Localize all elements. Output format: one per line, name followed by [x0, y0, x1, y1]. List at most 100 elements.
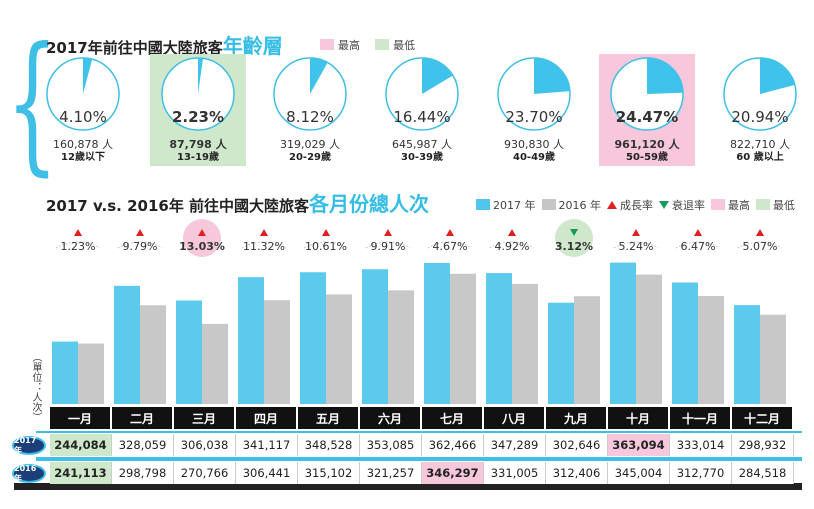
bar-2016 [78, 343, 104, 404]
age-pie [273, 57, 347, 131]
bar-2016 [512, 283, 538, 404]
bar-2017 [734, 305, 760, 404]
growth-triangle-icon [756, 229, 764, 236]
growth-arc [55, 241, 101, 249]
age-group-label: 12歲以下 [61, 152, 105, 163]
legend-label: 最高 [728, 198, 750, 212]
bar-2017 [362, 269, 388, 404]
monthly-title-prefix: 2017 v.s. 2016年 前往中國大陸旅客 [46, 197, 310, 215]
table-cell: 333,014 [670, 434, 732, 456]
month-header: 七月 [422, 407, 484, 429]
growth-triangle-icon [508, 229, 516, 236]
legend-label: 最低 [773, 198, 795, 212]
table-cell: 353,085 [360, 434, 422, 456]
month-header: 八月 [484, 407, 546, 429]
legend-low-swatch [375, 39, 390, 50]
age-count: 87,798 人 [169, 138, 227, 151]
growth-arc [365, 241, 411, 249]
table-cell: 347,289 [484, 434, 546, 456]
bar-2016 [574, 296, 600, 404]
age-group-label: 60 歲以上 [736, 152, 784, 163]
legend-swatch [711, 199, 725, 210]
bar-2017 [424, 262, 450, 404]
table-cell: 302,646 [546, 434, 608, 456]
age-percent: 8.12% [286, 108, 334, 126]
age-percent: 2.23% [171, 108, 225, 126]
pie-slice [198, 58, 204, 94]
growth-triangle-icon [384, 229, 392, 236]
growth-rate-label: 4.67% [433, 240, 468, 253]
age-percent: 23.70% [505, 108, 563, 126]
age-group-label: 20-29歲 [289, 152, 331, 163]
age-count: 319,029 人 [280, 138, 340, 151]
month-header: 十一月 [670, 407, 732, 429]
bar-2016 [450, 273, 476, 404]
table-cell: 306,441 [236, 462, 298, 484]
age-percent: 24.47% [615, 108, 679, 126]
growth-rate-label: 10.61% [305, 240, 347, 253]
monthly-legend: 2017 年 2016 年 成長率 衰退率 最高 最低 [476, 194, 801, 213]
growth-highlight-high [183, 219, 221, 257]
bar-2017 [176, 300, 202, 404]
month-header: 一月 [50, 407, 112, 429]
table-cell: 331,005 [484, 462, 546, 484]
growth-arc [737, 241, 783, 249]
month-header: 五月 [298, 407, 360, 429]
bar-2016 [760, 314, 786, 404]
bar-2016 [140, 305, 166, 404]
age-count: 645,987 人 [392, 138, 452, 151]
growth-rate-label: 13.03% [179, 240, 225, 253]
growth-arc [303, 241, 349, 249]
decline-triangle-icon [570, 229, 578, 236]
month-header: 三月 [174, 407, 236, 429]
age-group-label: 50-59歲 [626, 152, 668, 163]
row-separator [36, 431, 802, 433]
growth-triangle-icon [74, 229, 82, 236]
age-percent: 4.10% [59, 108, 107, 126]
table-cell: 348,528 [298, 434, 360, 456]
bar-2017 [548, 302, 574, 404]
age-percent: 16.44% [393, 108, 451, 126]
bar-2017 [672, 282, 698, 404]
growth-triangle-icon [136, 229, 144, 236]
legend-label: 衰退率 [672, 198, 705, 212]
legend-high-swatch [320, 39, 334, 50]
age-count: 160,878 人 [53, 138, 113, 151]
growth-rate-label: 11.32% [243, 240, 285, 253]
table-cell: 345,004 [608, 462, 670, 484]
table-cell: 315,102 [298, 462, 360, 484]
growth-triangle-icon [694, 229, 702, 236]
table-cell: 312,406 [546, 462, 608, 484]
growth-rate-label: 9.91% [371, 240, 406, 253]
growth-arc [613, 241, 659, 249]
age-pie [610, 57, 684, 131]
month-header: 二月 [112, 407, 174, 429]
bar-2017 [300, 272, 326, 404]
table-cell: 270,766 [174, 462, 236, 484]
unit-label: （單位：人次） [30, 352, 41, 422]
age-group-label: 40-49歲 [513, 152, 555, 163]
age-group-label: 13-19歲 [177, 152, 219, 163]
age-pie [385, 57, 459, 131]
bar-2017 [486, 273, 512, 404]
age-pie [497, 57, 571, 131]
growth-arc [489, 241, 535, 249]
bar-2017 [52, 341, 78, 404]
growth-rate-label: 4.92% [495, 240, 530, 253]
age-legend: 最高 最低 [320, 34, 425, 53]
growth-triangle-icon [322, 229, 330, 236]
table-cell: 241,113 [50, 462, 112, 484]
legend-high-label: 最高 [338, 38, 360, 52]
age-pie [46, 57, 120, 131]
legend-low-label: 最低 [393, 38, 416, 52]
bar-2017 [610, 262, 636, 404]
bar-2017 [114, 285, 140, 404]
pie-slice [534, 58, 570, 94]
legend-swatch [541, 199, 556, 210]
growth-arc [427, 241, 473, 249]
table-cell: 284,518 [732, 462, 794, 484]
growth-rate-label: 1.23% [61, 240, 96, 253]
age-pie [161, 57, 235, 131]
month-header: 十二月 [732, 407, 794, 429]
